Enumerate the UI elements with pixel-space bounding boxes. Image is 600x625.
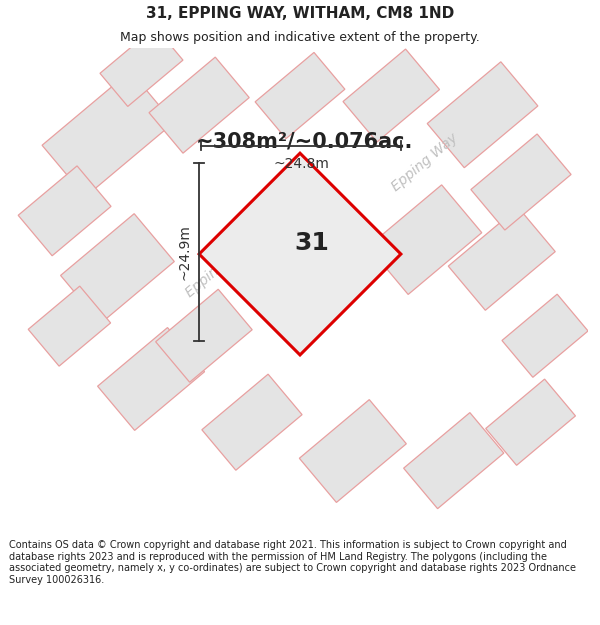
Polygon shape (502, 294, 588, 378)
Polygon shape (149, 57, 249, 153)
Polygon shape (28, 286, 110, 366)
Polygon shape (202, 374, 302, 470)
Text: Contains OS data © Crown copyright and database right 2021. This information is : Contains OS data © Crown copyright and d… (9, 540, 576, 585)
Polygon shape (199, 153, 401, 355)
Polygon shape (100, 27, 183, 106)
Polygon shape (471, 134, 571, 230)
Polygon shape (155, 289, 252, 382)
Polygon shape (299, 399, 406, 502)
Polygon shape (42, 71, 173, 197)
Polygon shape (448, 208, 555, 310)
Text: 31, EPPING WAY, WITHAM, CM8 1ND: 31, EPPING WAY, WITHAM, CM8 1ND (146, 6, 454, 21)
Text: 31: 31 (294, 231, 329, 254)
Text: Epping Way: Epping Way (389, 131, 461, 194)
Text: Epping Way: Epping Way (182, 237, 254, 300)
Polygon shape (255, 52, 345, 139)
Text: Map shows position and indicative extent of the property.: Map shows position and indicative extent… (120, 31, 480, 44)
Polygon shape (61, 214, 175, 323)
Polygon shape (427, 62, 538, 168)
Text: ~24.8m: ~24.8m (273, 157, 329, 171)
Text: ~308m²/~0.076ac.: ~308m²/~0.076ac. (196, 132, 413, 152)
Text: ~24.9m: ~24.9m (178, 224, 191, 279)
Polygon shape (98, 328, 205, 431)
Polygon shape (486, 379, 575, 465)
Polygon shape (404, 412, 504, 509)
Polygon shape (18, 166, 111, 256)
Polygon shape (343, 49, 440, 142)
Polygon shape (368, 185, 482, 294)
